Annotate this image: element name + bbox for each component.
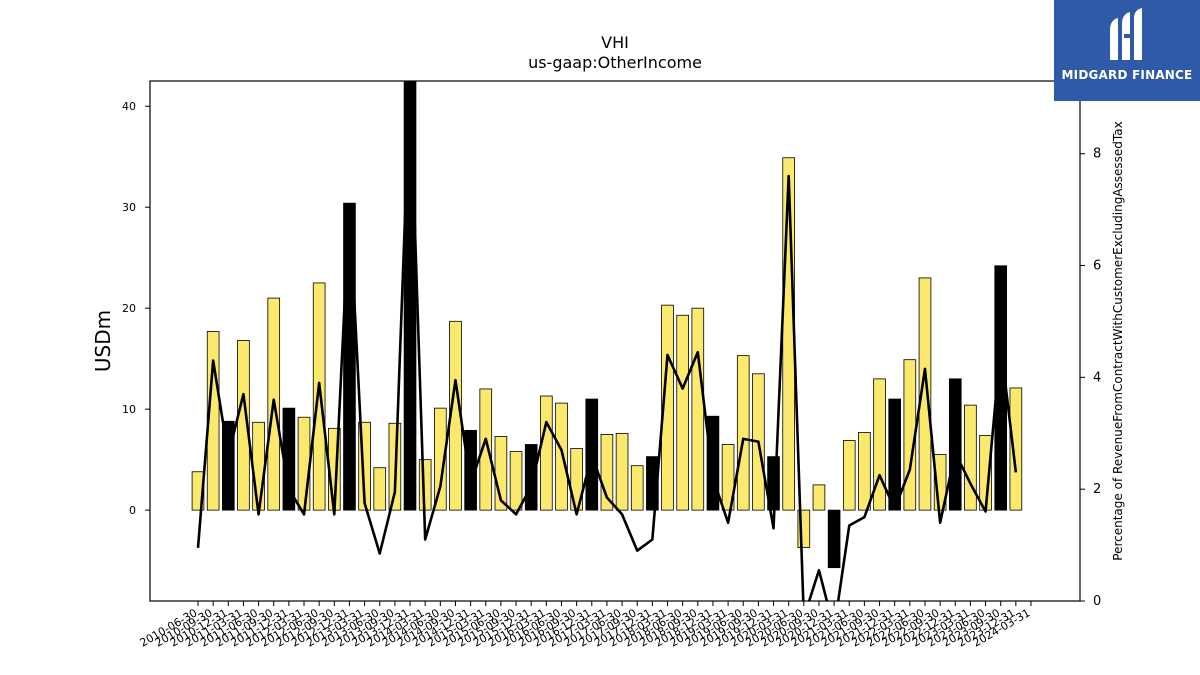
bar-2015-12-31	[524, 444, 538, 511]
bar-2022-06-30	[918, 277, 932, 511]
y-tick-label-right: 4	[1093, 370, 1101, 385]
bar-2017-03-31	[600, 433, 614, 511]
logo-text: MIDGARD FINANCE	[1061, 68, 1193, 82]
bar-2016-03-31	[540, 395, 553, 511]
bar-2021-06-30	[858, 431, 871, 511]
y-tick-label-left: 0	[129, 504, 136, 517]
y-tick-label-right: 0	[1093, 594, 1101, 609]
bar-2023-12-31	[1009, 387, 1023, 511]
y-axis-label-right: Percentage of RevenueFromContractWithCus…	[1111, 121, 1125, 560]
bar-2020-09-30	[812, 484, 826, 511]
bar-2023-03-31	[964, 404, 977, 511]
bar-2020-06-30	[797, 509, 811, 548]
bar-2016-06-30	[555, 402, 568, 511]
chart-subtitle: us-gaap:OtherIncome	[528, 53, 702, 72]
bar-2012-03-31	[297, 416, 311, 511]
percentage-line	[196, 81, 1018, 601]
bar-2011-06-30	[252, 421, 265, 511]
y-tick-label-right: 8	[1093, 147, 1101, 162]
logo: MIDGARD FINANCE	[1054, 0, 1200, 101]
bar-2013-06-30	[373, 467, 387, 511]
y-tick-label-left: 30	[122, 201, 136, 214]
bar-2017-06-30	[615, 432, 629, 511]
bar-2012-12-31	[343, 202, 356, 511]
bar-2018-12-31	[706, 415, 720, 511]
bar-2021-09-30	[873, 378, 886, 511]
bar-2011-03-31	[237, 340, 250, 511]
bar-2019-06-30	[736, 355, 750, 511]
y-tick-label-left: 40	[122, 100, 136, 113]
x-axis-ticks: 2010-06-302010-09-302010-12-312011-03-31…	[138, 601, 1033, 650]
bar-2013-12-31	[403, 81, 417, 511]
logo-mark-icon	[1110, 8, 1142, 60]
y-tick-label-right: 2	[1093, 482, 1101, 497]
bar-2012-06-30	[312, 282, 326, 511]
bar-2018-03-31	[661, 304, 674, 511]
bar-2021-03-31	[842, 440, 856, 511]
bar-2018-06-30	[676, 314, 689, 511]
bar-2017-09-30	[630, 465, 644, 511]
bar-2020-12-31	[827, 509, 841, 569]
bar-2015-03-31	[479, 388, 493, 511]
left-axis-ticks: 0 10 20 30 40	[122, 100, 150, 517]
y-axis-label-left: USDm	[91, 310, 115, 372]
plot-frame	[149, 80, 1081, 602]
bar-2018-09-30	[691, 307, 705, 511]
bar-2014-12-31	[464, 429, 477, 511]
bar-2015-09-30	[509, 451, 523, 511]
bar-2014-06-30	[434, 407, 447, 511]
bar-2010-12-31	[221, 420, 235, 511]
y-tick-label-left: 10	[122, 403, 136, 416]
bar-2019-03-31	[721, 444, 735, 511]
y-tick-label-right: 6	[1093, 259, 1101, 274]
chart-title: VHI	[601, 33, 629, 52]
line-layer	[196, 81, 1018, 601]
bar-2022-12-31	[948, 378, 962, 511]
y-tick-label-left: 20	[122, 302, 136, 315]
right-axis-ticks: 0 2 4 6 8	[1080, 147, 1101, 609]
bar-2021-12-31	[888, 398, 901, 511]
bar-2013-03-31	[358, 421, 371, 511]
